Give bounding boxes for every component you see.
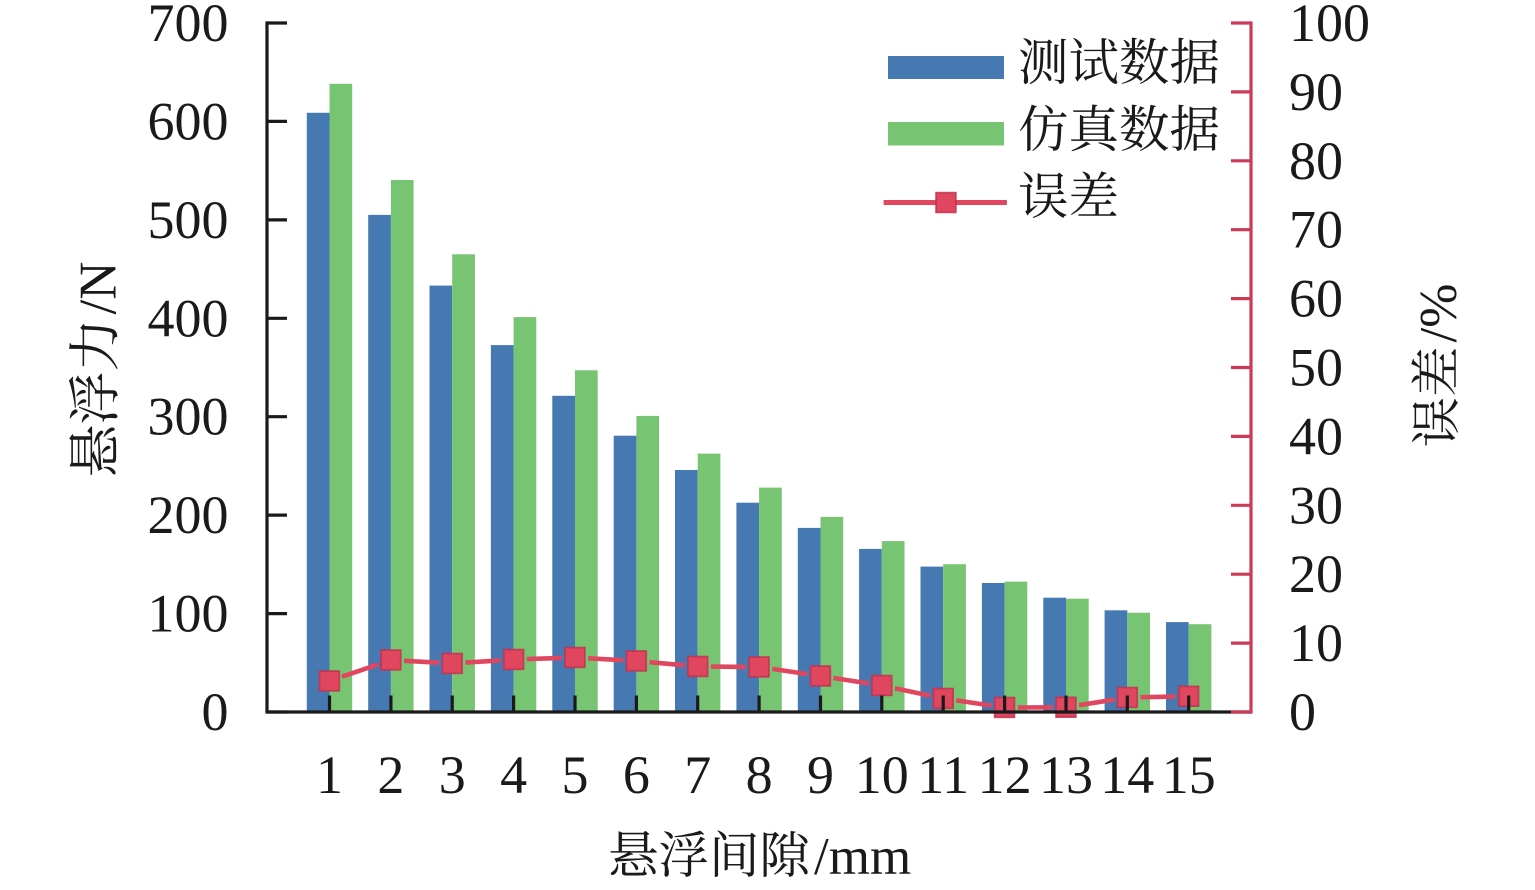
svg-text:10: 10 bbox=[855, 745, 909, 805]
svg-text:400: 400 bbox=[148, 288, 229, 348]
svg-text:70: 70 bbox=[1289, 200, 1343, 260]
svg-text:100: 100 bbox=[1289, 0, 1370, 53]
svg-text:500: 500 bbox=[148, 190, 229, 250]
svg-text:80: 80 bbox=[1289, 131, 1343, 191]
svg-text:8: 8 bbox=[746, 745, 773, 805]
svg-text:12: 12 bbox=[978, 745, 1032, 805]
svg-text:100: 100 bbox=[148, 584, 229, 644]
svg-text:600: 600 bbox=[148, 91, 229, 151]
svg-text:30: 30 bbox=[1289, 475, 1343, 535]
svg-text:15: 15 bbox=[1162, 745, 1216, 805]
svg-text:40: 40 bbox=[1289, 406, 1343, 466]
svg-text:50: 50 bbox=[1289, 338, 1343, 398]
svg-text:6: 6 bbox=[623, 745, 650, 805]
svg-text:/%: /% bbox=[1410, 284, 1468, 343]
svg-text:11: 11 bbox=[917, 745, 969, 805]
svg-text:4: 4 bbox=[500, 745, 527, 805]
svg-text:0: 0 bbox=[1289, 682, 1316, 742]
svg-text:2: 2 bbox=[377, 745, 404, 805]
svg-text:60: 60 bbox=[1289, 269, 1343, 329]
svg-text:700: 700 bbox=[148, 0, 229, 53]
svg-text:300: 300 bbox=[148, 387, 229, 447]
svg-text:200: 200 bbox=[148, 485, 229, 545]
svg-text:20: 20 bbox=[1289, 544, 1343, 604]
svg-text:10: 10 bbox=[1289, 613, 1343, 673]
svg-text:13: 13 bbox=[1039, 745, 1093, 805]
svg-text:7: 7 bbox=[684, 745, 711, 805]
svg-text:3: 3 bbox=[439, 745, 466, 805]
svg-text:14: 14 bbox=[1100, 745, 1154, 805]
svg-text:90: 90 bbox=[1289, 62, 1343, 122]
svg-text:5: 5 bbox=[562, 745, 589, 805]
svg-text:/N: /N bbox=[69, 262, 127, 315]
svg-text:1: 1 bbox=[316, 745, 343, 805]
svg-text:/mm: /mm bbox=[814, 828, 911, 886]
svg-text:9: 9 bbox=[807, 745, 834, 805]
svg-text:0: 0 bbox=[202, 682, 229, 742]
